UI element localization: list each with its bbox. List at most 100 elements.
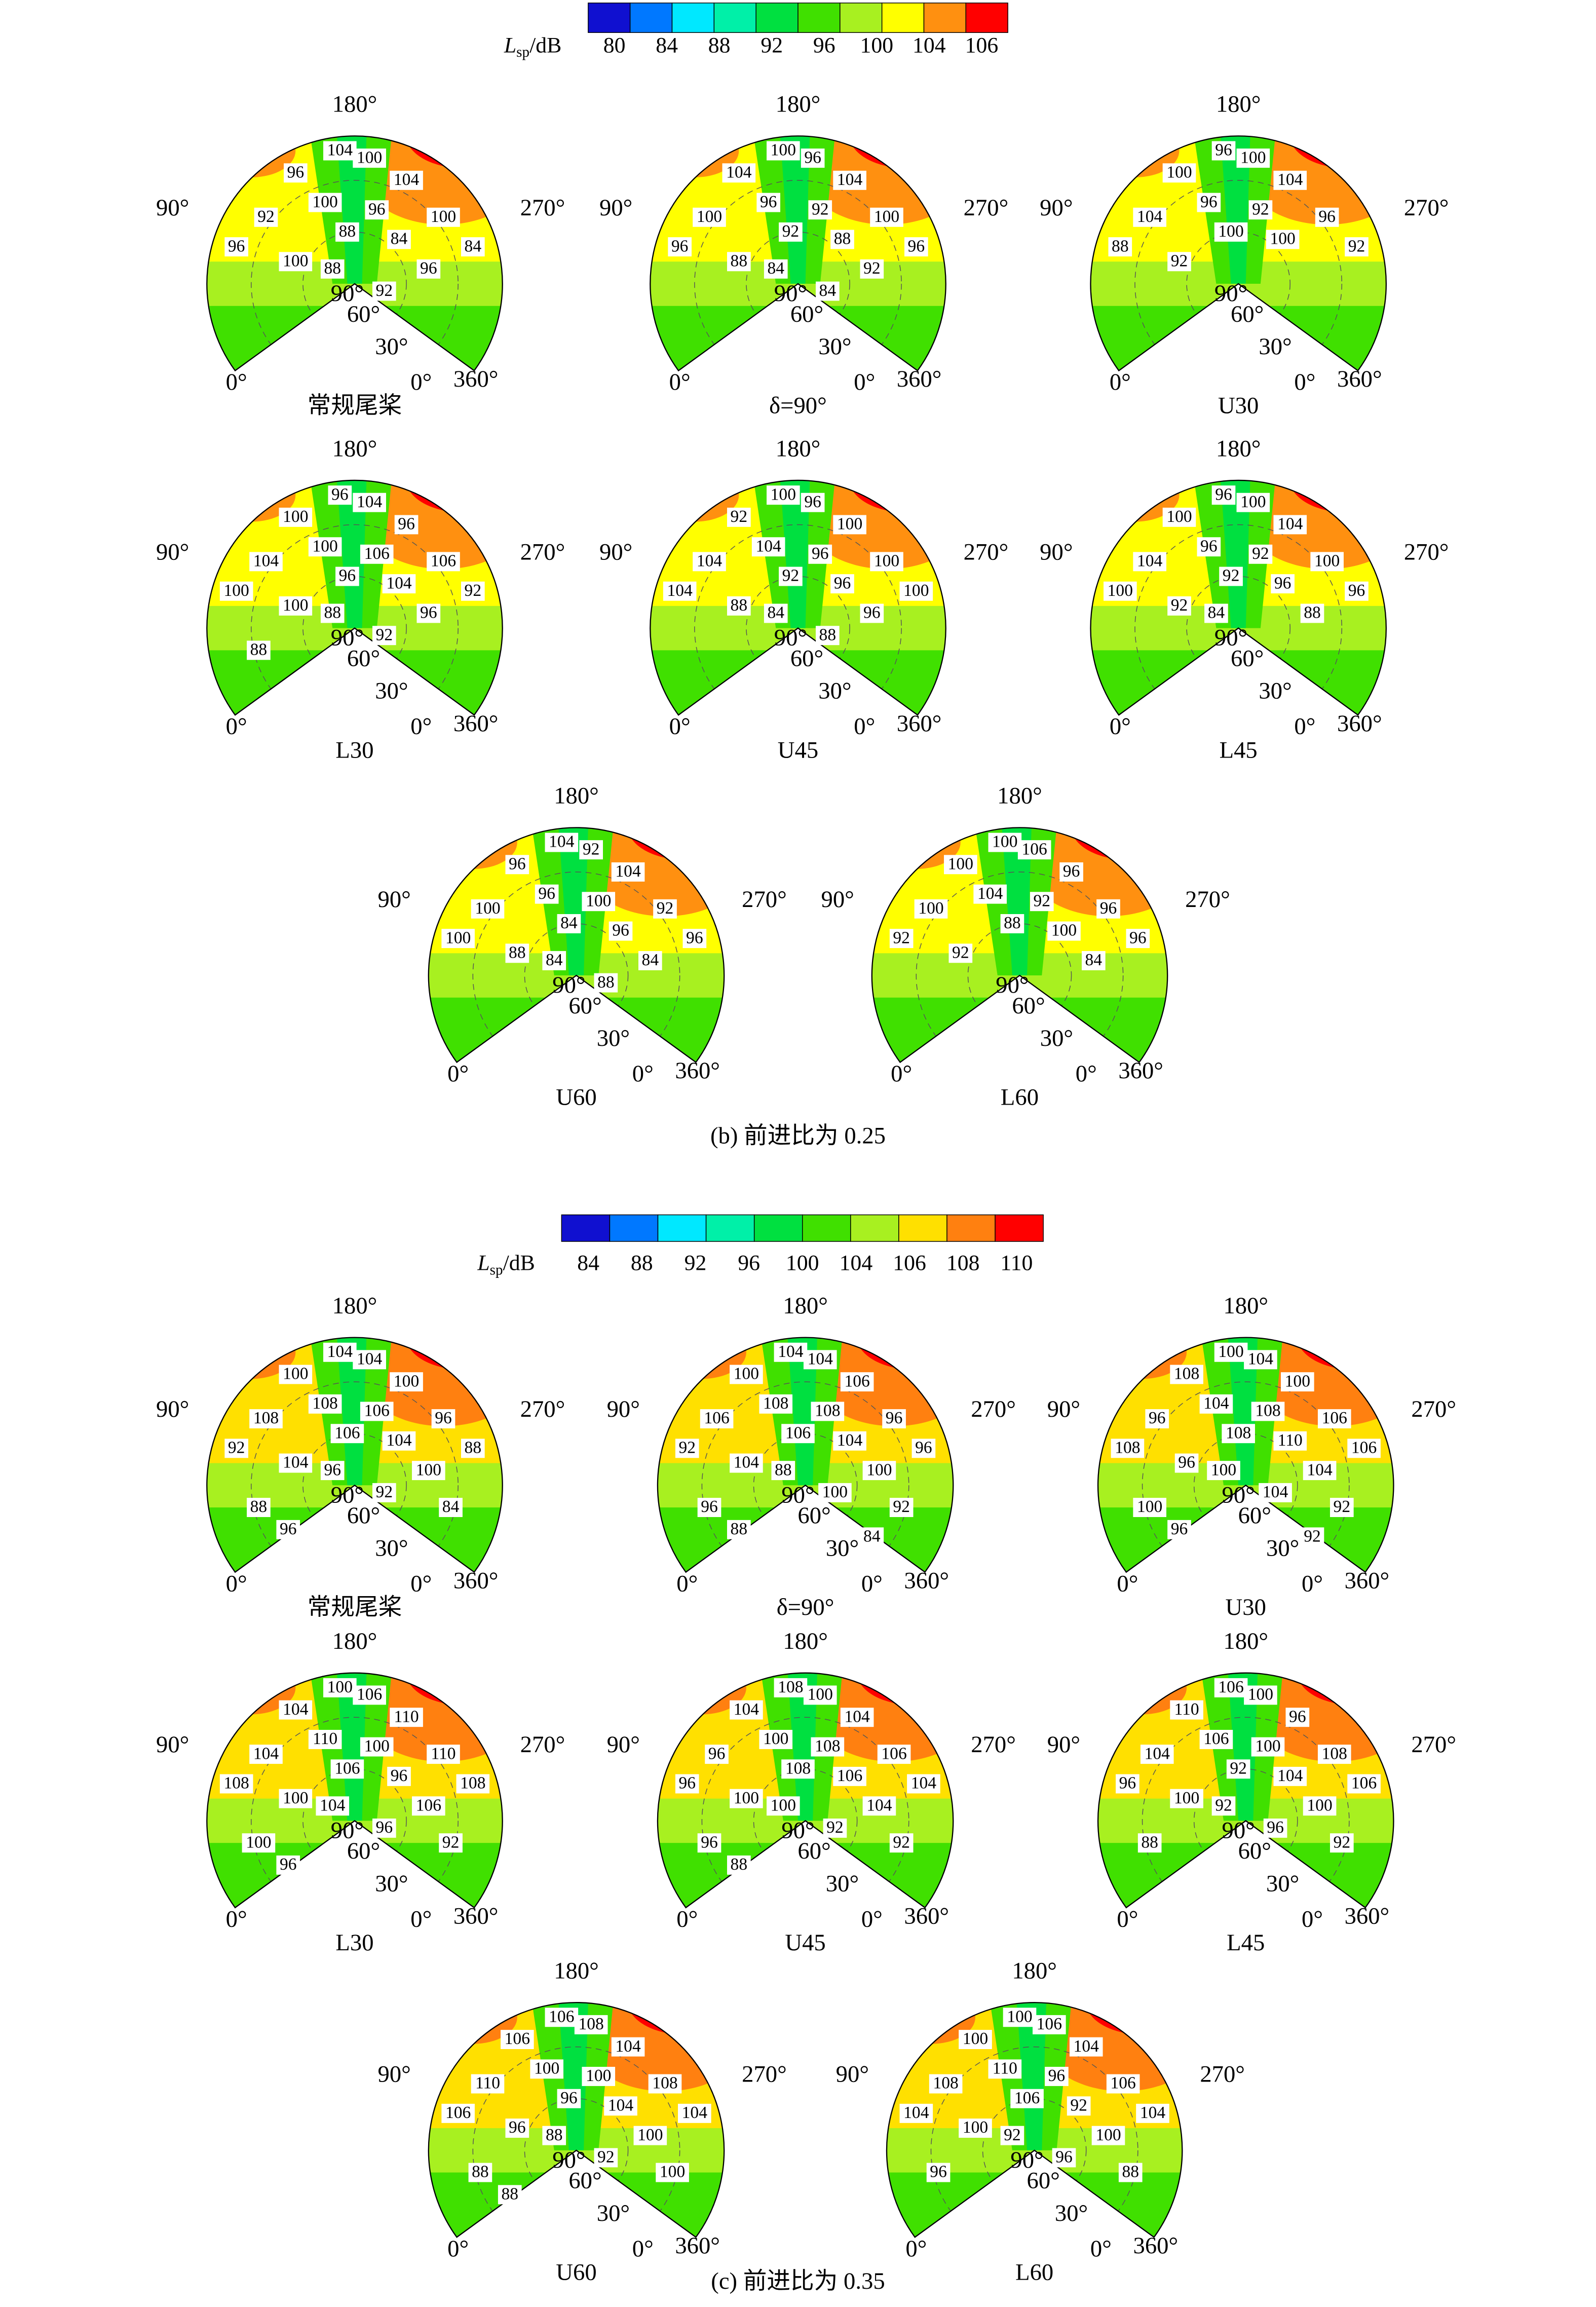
contour-label: 92 (1334, 1497, 1351, 1516)
contour-label-box (862, 1796, 896, 1816)
contour-label-box (808, 200, 832, 220)
contour-label: 96 (1100, 899, 1117, 918)
angle-label: 270° (971, 1731, 1016, 1758)
contour-label-box (1091, 2126, 1125, 2145)
plot-name: L60 (1015, 2259, 1053, 2285)
plot-name: L45 (1227, 1930, 1265, 1956)
contour-label-box (360, 1737, 394, 1757)
angle-label: 30° (597, 2200, 630, 2226)
contour-band (628, 2002, 725, 2035)
contour-label-box (727, 1520, 751, 1539)
angle-label: 0° (1076, 1061, 1097, 1087)
contour-label-box (840, 1708, 874, 1727)
contour-label: 100 (246, 1833, 271, 1851)
contour-label-box (801, 148, 825, 168)
contour-label-box (416, 259, 441, 279)
contour-label-box (353, 1350, 386, 1370)
contour-label: 104 (1277, 515, 1303, 534)
colorbar-swatch (898, 1214, 947, 1242)
contour-band (787, 1337, 817, 1486)
contour-label: 106 (364, 1402, 390, 1420)
contour-label: 106 (431, 552, 456, 571)
contour-label-box (594, 2148, 618, 2168)
colorbar-label: Lsp/dB (504, 33, 561, 60)
contour-label-box (1244, 1350, 1277, 1370)
contour-label-box (279, 1453, 313, 1473)
contour-band (406, 1337, 503, 1370)
colorbar-swatch (561, 1214, 611, 1242)
contour-label-box (638, 951, 662, 970)
contour-band (850, 480, 946, 513)
angle-label: 270° (971, 1396, 1016, 1422)
angle-label: 0° (1110, 713, 1131, 740)
contour-label: 100 (224, 581, 249, 600)
angle-label: 30° (375, 1535, 408, 1561)
colorbar-tick-label: 84 (577, 1251, 599, 1275)
plot-outline (657, 1672, 954, 1909)
contour-label-box (1197, 193, 1221, 212)
contour-label-box (382, 574, 416, 594)
contour-label: 92 (1171, 596, 1188, 615)
angle-label: 0° (410, 1570, 432, 1597)
angle-label: 90° (1214, 280, 1247, 307)
contour-label-box (594, 973, 618, 993)
contour-label-box (1310, 552, 1344, 572)
contour-label: 92 (1304, 1527, 1321, 1546)
contour-label-box (471, 2074, 505, 2094)
contour-label: 108 (763, 1394, 788, 1413)
colorbar-label: Lsp/dB (477, 1251, 535, 1278)
colorbar-swatch (840, 3, 883, 33)
contour-label-box (1052, 2148, 1076, 2168)
polar-grid (916, 872, 1124, 1063)
contour-band (1228, 1673, 1258, 1821)
contour-label: 84 (465, 237, 482, 255)
contour-label-box (372, 626, 396, 646)
plot-outline (657, 1337, 954, 1573)
contour-label: 100 (1095, 2126, 1121, 2144)
contour-label-box (1116, 1774, 1139, 1794)
contour-label: 106 (549, 2007, 574, 2026)
angle-label: 270° (520, 539, 565, 565)
contour-label: 92 (376, 1483, 393, 1501)
contour-label: 104 (1074, 2037, 1099, 2056)
contour-label-box (722, 163, 756, 183)
contour-label: 100 (313, 537, 338, 555)
contour-label-box (427, 1745, 460, 1764)
contour-label: 106 (505, 2029, 530, 2048)
contour-label: 88 (509, 943, 526, 962)
angle-label: 0° (1110, 369, 1131, 395)
contour-label-box (774, 1342, 808, 1362)
contour-label-box (323, 1342, 357, 1362)
contour-label-box (1045, 2067, 1069, 2086)
contour-label-box (1244, 1685, 1277, 1705)
contour-label: 96 (804, 493, 821, 511)
contour-label-box (1214, 1342, 1248, 1362)
contour-label-box (439, 1833, 463, 1853)
contour-label-box (767, 485, 800, 505)
contour-label: 96 (930, 2163, 947, 2181)
contour-label: 96 (863, 603, 881, 622)
angle-label: 0° (1117, 1906, 1138, 1932)
contour-label-box (781, 1759, 815, 1779)
contour-label-box (833, 1766, 866, 1786)
angle-label: 0° (410, 369, 432, 395)
contour-label-box (320, 603, 345, 623)
contour-label: 106 (1218, 1678, 1243, 1696)
contour-label: 106 (881, 1744, 906, 1763)
contour-label: 104 (1277, 170, 1303, 189)
contour-label-box (1226, 1759, 1250, 1779)
contour-label: 104 (394, 170, 420, 189)
contour-label-box (557, 2089, 581, 2108)
contour-label-box (582, 2067, 616, 2086)
angle-label: 30° (375, 333, 408, 360)
contour-label: 96 (1200, 537, 1218, 555)
contour-label: 96 (1055, 2148, 1073, 2167)
angle-label: 90° (552, 2147, 585, 2173)
contour-label: 104 (756, 537, 782, 555)
angle-label: 60° (568, 993, 601, 1019)
angle-label: 90° (156, 1731, 189, 1758)
contour-label: 104 (253, 1744, 279, 1763)
contour-label: 88 (250, 1497, 268, 1516)
colorbar-tick-label: 100 (786, 1251, 819, 1275)
